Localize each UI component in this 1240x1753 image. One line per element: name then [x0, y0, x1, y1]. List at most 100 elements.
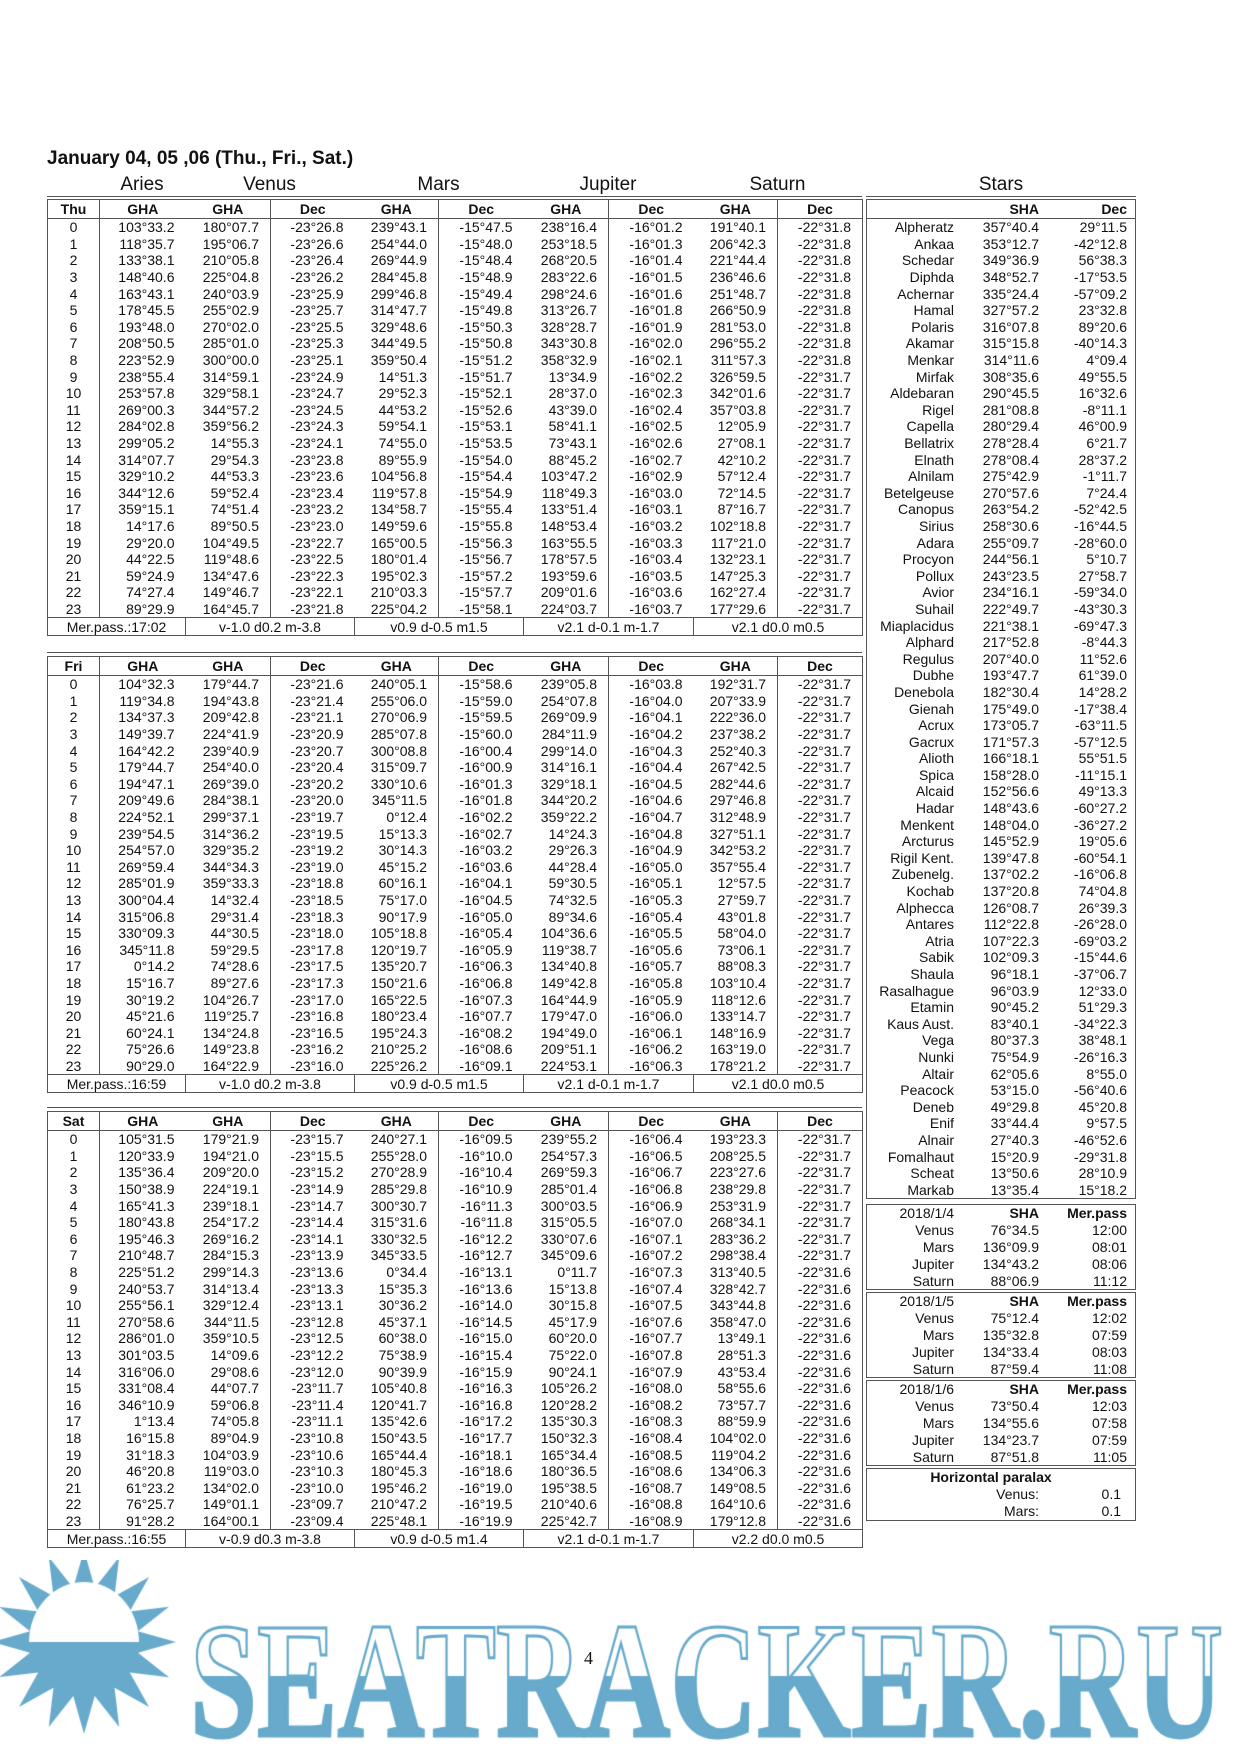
value-cell: 164°44.9: [540, 991, 597, 1008]
value-cell: -22°31.6: [777, 1280, 863, 1297]
star-name: Denebola: [894, 683, 954, 700]
value-cell: -16°07.2: [608, 1247, 694, 1264]
star-dec: -42°12.8: [1073, 235, 1127, 252]
hour-cell: 6: [69, 775, 78, 792]
value-cell: -16°04.4: [608, 758, 694, 776]
planet-sha: 87°51.8: [990, 1448, 1039, 1465]
star-dec: 49°55.5: [1078, 368, 1127, 385]
value-cell: 342°53.2: [709, 842, 766, 859]
value-cell: 269°59.4: [99, 858, 186, 876]
hour-cell: 15: [65, 468, 82, 485]
value-cell: -22°31.6: [777, 1296, 863, 1314]
value-cell: 210°40.6: [540, 1496, 597, 1513]
star-sha: 348°52.7: [982, 269, 1039, 286]
value-cell: 61°23.2: [99, 1479, 186, 1497]
value-cell: 300°04.4: [99, 891, 186, 909]
table-row: 2 134°37.3 209°42.8 -23°21.1 270°06.9 -15°59.…: [48, 709, 863, 726]
value-cell: -22°31.7: [777, 368, 863, 385]
table-row: 14 314°07.7 29°54.3 -23°23.8 89°55.9 -15°54.0…: [48, 451, 863, 468]
star-row: Menkent 148°04.0 -36°27.2: [867, 816, 1135, 833]
value-cell: 301°03.5: [99, 1346, 186, 1364]
star-dec: 89°20.6: [1078, 318, 1127, 335]
spacer: [1127, 667, 1135, 684]
value-cell: -22°31.7: [777, 891, 863, 909]
value-cell: 284°45.8: [370, 269, 427, 286]
table-row: 18 16°15.8 89°04.9 -23°10.8 150°43.5 -16°17.7…: [48, 1429, 863, 1447]
spacer: [1127, 402, 1135, 419]
value-cell: 148°40.6: [99, 268, 186, 286]
hour-cell: 14: [65, 1363, 82, 1380]
value-cell: 120°33.9: [99, 1147, 186, 1165]
table-row: 11 269°59.4 344°34.3 -23°19.0 45°15.2 -16°03.…: [48, 858, 863, 876]
value-cell: 120°41.7: [370, 1396, 427, 1413]
value-cell: 105°18.8: [370, 925, 427, 942]
spacer: [1127, 269, 1135, 286]
star-sha: 349°36.9: [982, 252, 1039, 269]
planet-row: Jupiter 134°43.2 08:06: [867, 1255, 1135, 1272]
value-cell: 358°32.9: [540, 352, 597, 369]
value-cell: -16°11.8: [438, 1213, 524, 1231]
value-cell: 193°48.0: [99, 318, 186, 336]
planet-mer-pass: 11:08: [1093, 1360, 1127, 1377]
value-cell: -22°31.8: [777, 318, 863, 336]
value-cell: 75°38.9: [378, 1347, 427, 1364]
star-row: Avior 234°16.1 -59°34.0: [867, 584, 1135, 601]
star-row: Zubenelg. 137°02.2 -16°06.8: [867, 866, 1135, 883]
value-cell: 12°57.5: [717, 875, 766, 892]
value-cell: -22°31.7: [777, 401, 863, 419]
value-cell: 60°38.0: [378, 1330, 427, 1347]
spacer: [1127, 717, 1135, 734]
value-cell: 284°11.9: [541, 726, 597, 743]
planet-mer-pass: 12:02: [1091, 1310, 1127, 1327]
value-cell: 103°33.2: [99, 218, 186, 236]
star-sha: 33°44.4: [990, 1115, 1039, 1132]
value-cell: -16°04.5: [438, 891, 524, 909]
column-header-dec: Dec: [777, 199, 863, 219]
star-sha: 137°02.2: [982, 866, 1039, 883]
value-cell: 44°30.5: [210, 925, 259, 942]
value-cell: -23°12.5: [270, 1330, 355, 1347]
value-cell: 208°50.5: [99, 335, 186, 352]
value-cell: -23°20.9: [270, 725, 355, 743]
value-cell: -22°31.7: [777, 1147, 863, 1165]
value-cell: 59°06.8: [210, 1396, 259, 1413]
spacer: [1127, 485, 1135, 502]
column-header-gha: GHA: [693, 1111, 778, 1131]
value-cell: 300°30.7: [370, 1197, 427, 1214]
star-dec: 8°55.0: [1086, 1065, 1127, 1082]
planet-name: Saturn: [912, 1360, 954, 1377]
value-cell: -16°05.4: [608, 908, 694, 925]
value-cell: -16°08.3: [608, 1413, 694, 1430]
hour-cell: 16: [65, 1396, 82, 1413]
value-cell: -16°06.7: [608, 1164, 694, 1181]
value-cell: 359°56.2: [202, 418, 259, 435]
table-row: 8 223°52.9 300°00.0 -23°25.1 359°50.4 -15°51.…: [48, 351, 863, 369]
value-cell: -16°07.0: [608, 1213, 694, 1231]
table-row: 2 133°38.1 210°05.8 -23°26.4 269°44.9 -15°48.…: [48, 252, 863, 269]
value-cell: -16°04.7: [608, 808, 694, 826]
planet-name: Mars: [922, 1238, 954, 1255]
value-cell: -22°31.6: [777, 1479, 863, 1497]
value-cell: 29°31.4: [210, 908, 259, 925]
star-name: Gacrux: [908, 733, 954, 750]
table-row: 1 120°33.9 194°21.0 -23°15.5 255°28.0 -16°10.…: [48, 1147, 863, 1165]
value-cell: -16°02.2: [438, 808, 524, 826]
value-cell: 223°27.6: [709, 1164, 766, 1181]
value-cell: -16°04.8: [608, 825, 694, 842]
value-cell: 180°23.4: [370, 1008, 427, 1025]
hour-cell: 11: [66, 401, 81, 418]
value-cell: 12°05.9: [717, 418, 766, 435]
value-cell: 135°42.6: [370, 1413, 427, 1430]
value-cell: -23°19.2: [270, 841, 355, 859]
value-cell: -23°25.1: [270, 351, 355, 369]
value-cell: 179°21.9: [202, 1131, 259, 1148]
value-cell: 164°22.9: [202, 1057, 259, 1074]
hour-cell: 7: [69, 792, 78, 809]
hour-cell: 14: [65, 908, 82, 925]
value-cell: -23°16.2: [270, 1041, 355, 1058]
hour-cell: 5: [69, 759, 78, 776]
planet-sha: 73°50.4: [990, 1398, 1039, 1415]
value-cell: -16°05.0: [438, 908, 524, 925]
column-header-dec: Dec: [608, 656, 694, 676]
value-cell: 300°00.0: [202, 352, 259, 369]
